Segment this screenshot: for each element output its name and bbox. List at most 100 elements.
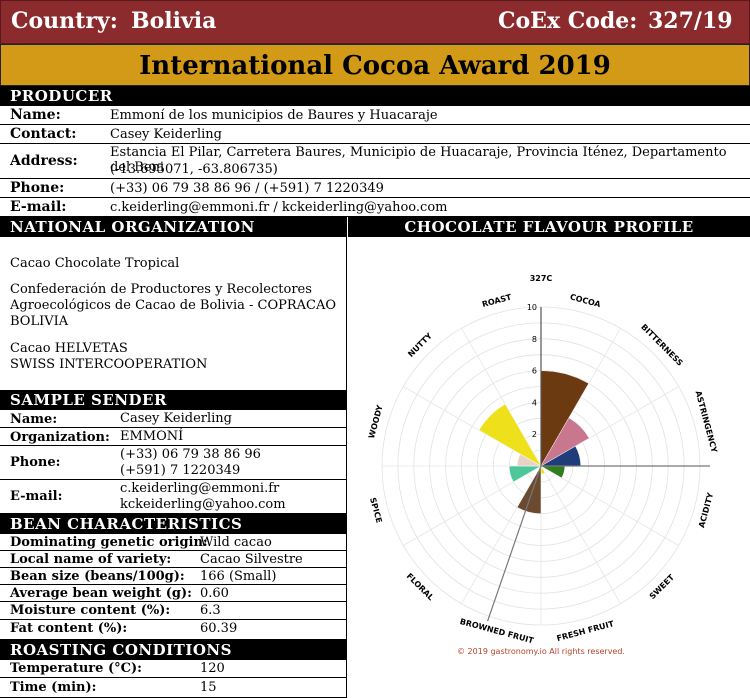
sender-phone-row: Phone: (+33) 06 79 38 86 96 (+591) 7 122… [0,446,347,480]
producer-email-row: E-mail: c.keiderling@emmoni.fr / kckeide… [0,198,750,217]
country-value: Bolivia [131,8,217,34]
producer-contact-row: Contact: Casey Keiderling [0,125,750,144]
bean-row-value: Wild cacao [200,535,272,550]
producer-address-label: Address: [10,153,78,169]
category-label: BITTERNESS [639,322,685,368]
grid-spoke [540,465,621,604]
producer-address-value: Estancia El Pilar, Carretera Baures, Mun… [110,145,727,175]
producer-address-coords: (-13.695071, -63.806735) [110,162,278,177]
grid-spoke [540,465,679,546]
wedge-nutty [478,403,542,467]
tick-label: 4 [532,398,537,407]
tick-label: 6 [532,367,537,376]
chart-copyright: © 2019 gastronomy.io All rights reserved… [457,647,625,656]
flavour-heading: CHOCOLATE FLAVOUR PROFILE [347,217,750,237]
wedge-spice [508,465,542,483]
producer-name-value: Emmoní de los municipios de Baures y Hua… [110,108,438,123]
bean-row-value: 0.60 [200,586,229,601]
wedge-bitterness [540,417,590,467]
category-label: SWEET [648,572,677,601]
producer-email-value: c.keiderling@emmoni.fr / kckeiderling@ya… [110,200,448,215]
sender-phone-value-2: (+591) 7 1220349 [120,463,241,478]
noc-line-6: SWISS INTERCOOPERATION [10,357,208,372]
category-label: COCOA [569,292,602,309]
roasting-heading: ROASTING CONDITIONS [0,640,347,660]
bean-row-value: Cacao Silvestre [200,552,303,567]
producer-contact-value: Casey Keiderling [110,127,222,142]
flavour-chart-area: 327C 2 4 6 8 10 COCOA BITTERNESS ASTRINGENCY ACID… [347,237,750,698]
country-label: Country: [11,8,118,34]
tick-label: 10 [527,303,537,312]
category-label: WOODY [367,404,385,440]
roast-temp-value: 120 [200,661,225,676]
tick-label: 8 [532,335,537,344]
noc-line-5: Cacao HELVETAS [10,341,128,356]
sender-phone-value-1: (+33) 06 79 38 86 96 [120,447,261,462]
noc-line-1: Cacao Chocolate Tropical [10,256,180,271]
producer-phone-value: (+33) 06 79 38 86 96 / (+591) 7 1220349 [110,181,384,196]
sender-phone-label: Phone: [10,455,61,470]
producer-email-label: E-mail: [10,199,67,215]
bean-row-label: Bean size (beans/100g): [10,569,185,584]
bean-row: Moisture content (%): 6.3 [0,602,347,620]
reference-line [487,465,542,622]
sender-email-value-2: kckeiderling@yahoo.com [120,497,286,512]
category-label: FLORAL [405,572,436,603]
producer-address-row: Address: Estancia El Pilar, Carretera Ba… [0,144,750,179]
roast-time-row: Time (min): 15 [0,678,347,698]
bean-row: Dominating genetic origin: Wild cacao [0,534,347,551]
noc-heading: NATIONAL ORGANIZATION COMMITTEE [0,217,347,256]
bean-row: Bean size (beans/100g): 166 (Small) [0,568,347,585]
sender-email-label: E-mail: [10,489,63,504]
noc-line-4: BOLIVIA [10,314,69,329]
category-label: ACIDITY [697,492,715,529]
producer-phone-label: Phone: [10,180,65,196]
bean-row-value: 166 (Small) [200,569,277,584]
category-label: BROWNED FRUIT [459,617,535,646]
noc-line-2: Confederación de Productores y Recolecto… [10,282,312,297]
roast-temp-row: Temperature (°C): 120 [0,660,347,678]
bean-row-label: Local name of variety: [10,552,172,567]
bean-row-label: Fat content (%): [10,621,128,636]
roast-time-label: Time (min): [10,680,97,695]
bean-row: Average bean weight (g): 0.60 [0,585,347,602]
bean-row-label: Average bean weight (g): [10,586,192,601]
bean-row-value: 6.3 [200,603,221,618]
sender-email-value-1: c.keiderling@emmoni.fr [120,481,280,496]
noc-line-3: Agroecológicos de Cacao de Bolivia - COP… [10,298,337,313]
category-label: NUTTY [406,331,434,359]
producer-heading: PRODUCER [0,86,750,106]
producer-name-label: Name: [10,107,61,123]
producer-name-row: Name: Emmoní de los municipios de Baures… [0,106,750,125]
sender-email-row: E-mail: c.keiderling@emmoni.fr kckeiderl… [0,480,347,514]
category-label: FRESH FRUIT [556,619,616,643]
flavour-wheel-chart: 327C 2 4 6 8 10 COCOA BITTERNESS ASTRINGENCY ACID… [367,274,719,656]
sender-name-label: Name: [10,412,58,427]
bean-row-label: Dominating genetic origin: [10,535,208,550]
category-label: ASTRINGENCY [694,390,719,454]
header-bar: Country: Bolivia CoEx Code: 327/19 [0,0,750,44]
producer-contact-label: Contact: [10,126,77,142]
producer-phone-row: Phone: (+33) 06 79 38 86 96 / (+591) 7 1… [0,179,750,198]
sender-org-value: EMMONÍ [120,429,184,444]
bean-row: Fat content (%): 60.39 [0,620,347,640]
bean-row: Local name of variety: Cacao Silvestre [0,551,347,568]
sender-org-label: Organization: [10,430,110,445]
coex-label: CoEx Code: [498,8,638,34]
roast-temp-label: Temperature (°C): [10,661,142,676]
bean-row-value: 60.39 [200,621,238,636]
wedge-browned-fruit [516,465,542,514]
tick-label: 2 [532,430,537,439]
roast-time-value: 15 [200,680,217,695]
chart-title: 327C [530,274,553,283]
bean-row-label: Moisture content (%): [10,603,171,618]
bean-heading: BEAN CHARACTERISTICS [0,514,347,534]
category-label: SPICE [368,497,383,524]
sender-heading: SAMPLE SENDER [0,390,347,410]
sender-name-row: Name: Casey Keiderling [0,410,347,428]
category-label: ROAST [481,292,513,309]
sender-name-value: Casey Keiderling [120,411,232,426]
sender-org-row: Organization: EMMONÍ [0,428,347,446]
noc-box: Cacao Chocolate Tropical Confederación d… [0,237,347,390]
award-title: International Cocoa Award 2019 [0,44,750,86]
